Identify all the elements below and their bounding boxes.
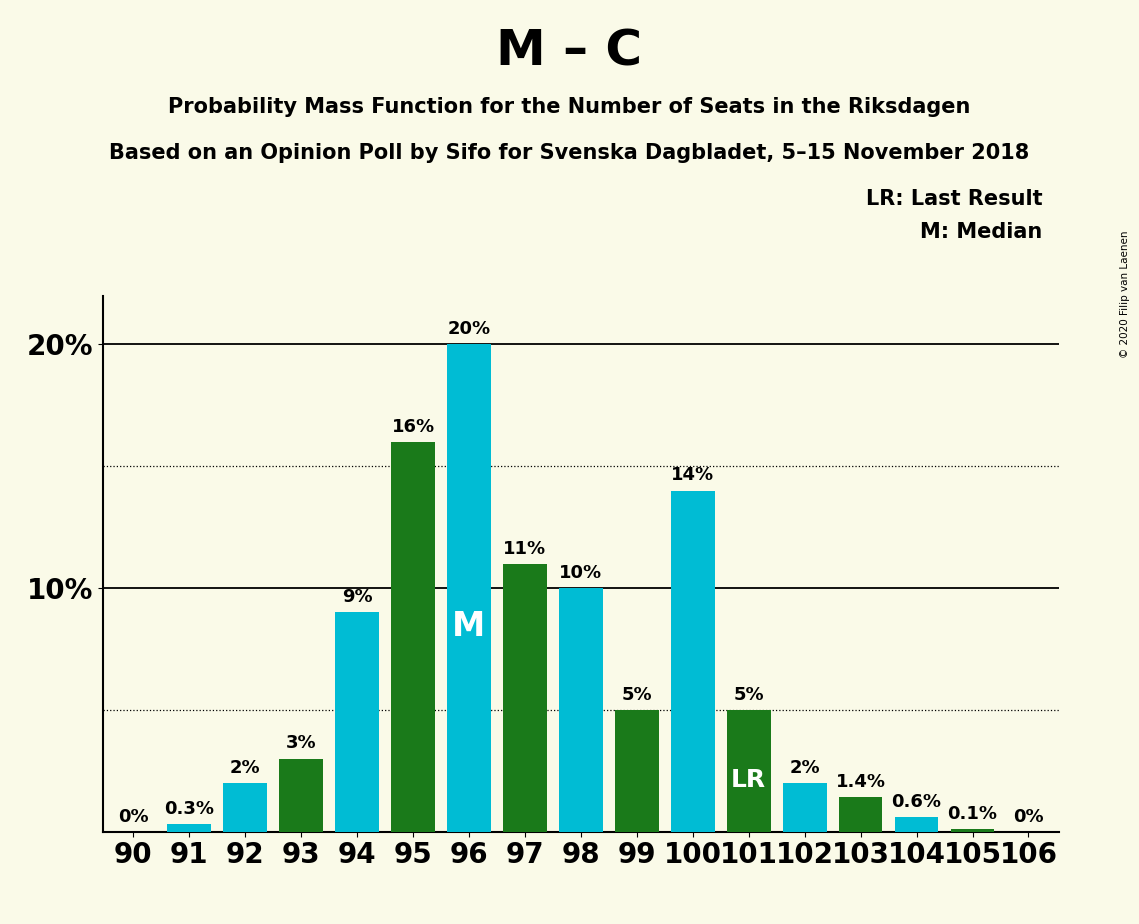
Bar <box>951 829 994 832</box>
Text: 0.1%: 0.1% <box>948 805 998 823</box>
Text: 5%: 5% <box>734 686 764 704</box>
Text: 0.6%: 0.6% <box>892 793 942 811</box>
Bar <box>391 442 435 832</box>
Bar <box>615 710 658 832</box>
Text: 1.4%: 1.4% <box>836 773 886 791</box>
Bar <box>559 588 603 832</box>
Bar <box>279 759 323 832</box>
Text: 20%: 20% <box>448 321 491 338</box>
Text: M: M <box>452 611 485 643</box>
Text: 9%: 9% <box>342 589 372 606</box>
Text: 3%: 3% <box>286 735 317 752</box>
Bar <box>895 817 939 832</box>
Bar <box>167 824 211 832</box>
Text: Based on an Opinion Poll by Sifo for Svenska Dagbladet, 5–15 November 2018: Based on an Opinion Poll by Sifo for Sve… <box>109 143 1030 164</box>
Text: 16%: 16% <box>392 418 435 436</box>
Text: 14%: 14% <box>671 467 714 484</box>
Text: M – C: M – C <box>497 28 642 76</box>
Bar <box>727 710 771 832</box>
Bar <box>223 783 267 832</box>
Text: 2%: 2% <box>230 759 261 777</box>
Text: LR: Last Result: LR: Last Result <box>866 189 1042 210</box>
Text: 0%: 0% <box>118 808 148 825</box>
Bar <box>335 613 379 832</box>
Bar <box>782 783 827 832</box>
Bar <box>838 797 883 832</box>
Text: LR: LR <box>731 769 767 793</box>
Text: Probability Mass Function for the Number of Seats in the Riksdagen: Probability Mass Function for the Number… <box>169 97 970 117</box>
Text: 0.3%: 0.3% <box>164 800 214 819</box>
Text: 11%: 11% <box>503 540 547 557</box>
Text: 2%: 2% <box>789 759 820 777</box>
Bar <box>503 564 547 832</box>
Text: © 2020 Filip van Laenen: © 2020 Filip van Laenen <box>1121 231 1130 359</box>
Bar <box>448 345 491 832</box>
Text: 10%: 10% <box>559 564 603 582</box>
Text: M: Median: M: Median <box>920 222 1042 242</box>
Text: 5%: 5% <box>622 686 653 704</box>
Bar <box>671 491 714 832</box>
Text: 0%: 0% <box>1014 808 1043 825</box>
